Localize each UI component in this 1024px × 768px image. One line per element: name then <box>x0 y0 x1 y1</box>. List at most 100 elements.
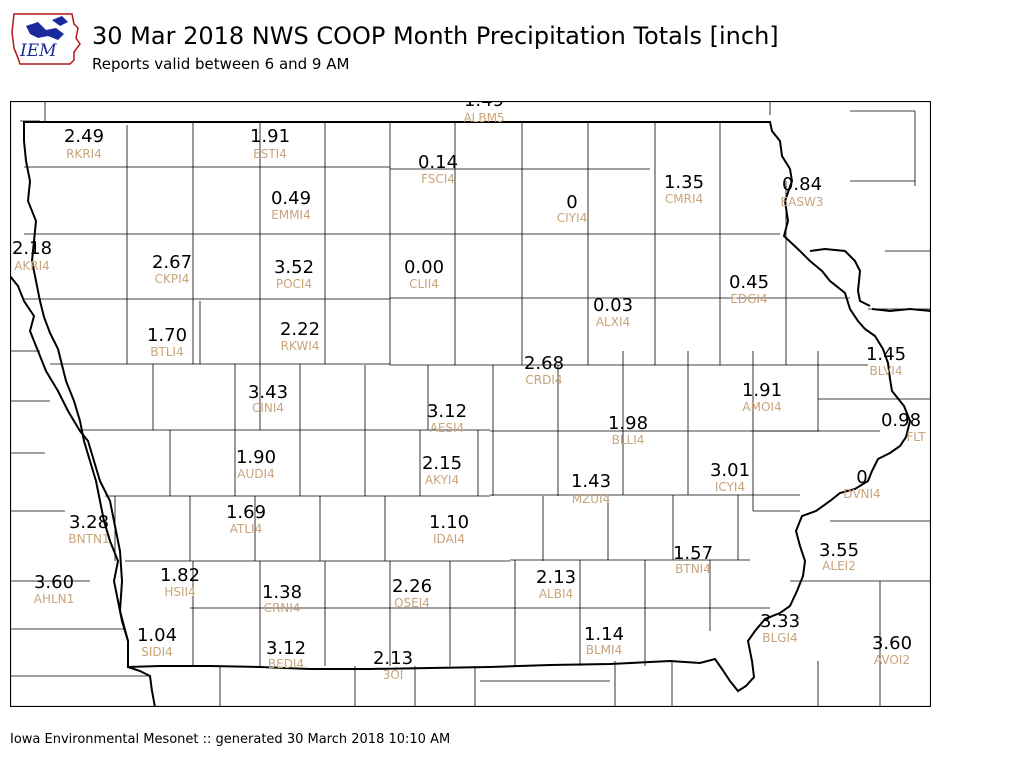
station-id: ATLI4 <box>230 522 262 536</box>
station-id: BTLI4 <box>150 345 183 359</box>
station-value: 1.38 <box>262 582 302 603</box>
station-value: 3.43 <box>248 382 288 403</box>
station-value: 0.14 <box>418 152 458 173</box>
station-value: 0.84 <box>782 174 822 195</box>
station-id: FSCI4 <box>421 172 455 186</box>
state-boundaries <box>9 121 932 708</box>
station-id: ALBM5 <box>463 111 504 125</box>
station-id: RKWI4 <box>281 339 320 353</box>
station-id: MZUI4 <box>572 492 611 506</box>
station-value: 2.13 <box>536 567 576 588</box>
station-id: BLGI4 <box>762 631 797 645</box>
county-boundaries <box>10 101 931 707</box>
station-value: 3.33 <box>760 611 800 632</box>
station-id: RKRI4 <box>66 147 102 161</box>
map-title: 30 Mar 2018 NWS COOP Month Precipitation… <box>92 22 779 50</box>
station-value: 3.60 <box>872 633 912 654</box>
station-id: AHLN1 <box>34 592 75 606</box>
station-value: 2.49 <box>64 126 104 147</box>
station-id: AKRI4 <box>14 259 50 273</box>
station-value: 0.00 <box>404 257 444 278</box>
station-id: OSEI4 <box>394 596 430 610</box>
station-value: 1.69 <box>226 502 266 523</box>
station-id: FLT <box>906 430 926 444</box>
station-value: 1.91 <box>742 380 782 401</box>
station-value: 3.28 <box>69 512 109 533</box>
station-value: 1.70 <box>147 325 187 346</box>
station-id: BLMI4 <box>586 643 622 657</box>
station-id: BLLI4 <box>612 433 645 447</box>
station-id: CINI4 <box>252 401 284 415</box>
station-value: 2.68 <box>524 353 564 374</box>
station-id: BEDI4 <box>268 657 304 671</box>
station-id: EDGI4 <box>730 292 767 306</box>
station-value: 0.98 <box>881 410 921 431</box>
station-value: 1.91 <box>250 126 290 147</box>
station-value: 1.45 <box>866 344 906 365</box>
station-id: AVOI2 <box>874 653 910 667</box>
station-id: AMOI4 <box>742 400 781 414</box>
station-value: 2.67 <box>152 252 192 273</box>
station-id: BLVI4 <box>870 364 903 378</box>
station-value: 0 <box>566 192 577 213</box>
station-id: SIDI4 <box>141 645 173 659</box>
station-id: EASW3 <box>781 195 824 209</box>
station-value: 2.26 <box>392 576 432 597</box>
station-value: 1.43 <box>571 471 611 492</box>
station-id: CMRI4 <box>665 192 703 206</box>
station-value: 1.10 <box>429 512 469 533</box>
station-value: 3.12 <box>427 401 467 422</box>
station-id: CIYI4 <box>557 211 587 225</box>
station-value: 1.57 <box>673 543 713 564</box>
station-id: AUDI4 <box>237 467 274 481</box>
station-id: ALXI4 <box>596 315 630 329</box>
footer-credit: Iowa Environmental Mesonet :: generated … <box>10 732 451 747</box>
station-value: 0.03 <box>593 295 633 316</box>
station-id: HSII4 <box>164 585 195 599</box>
station-id: 3OI <box>383 668 404 682</box>
station-id: BNTN1 <box>68 532 109 546</box>
station-value: 2.22 <box>280 319 320 340</box>
station-id: ALBI4 <box>539 587 573 601</box>
station-value: 3.60 <box>34 572 74 593</box>
station-id: POCI4 <box>276 277 312 291</box>
station-value: 3.52 <box>274 257 314 278</box>
station-value: 1.98 <box>608 413 648 434</box>
station-id: ICYI4 <box>715 480 745 494</box>
station-value: 3.01 <box>710 460 750 481</box>
station-value: 3.12 <box>266 638 306 659</box>
